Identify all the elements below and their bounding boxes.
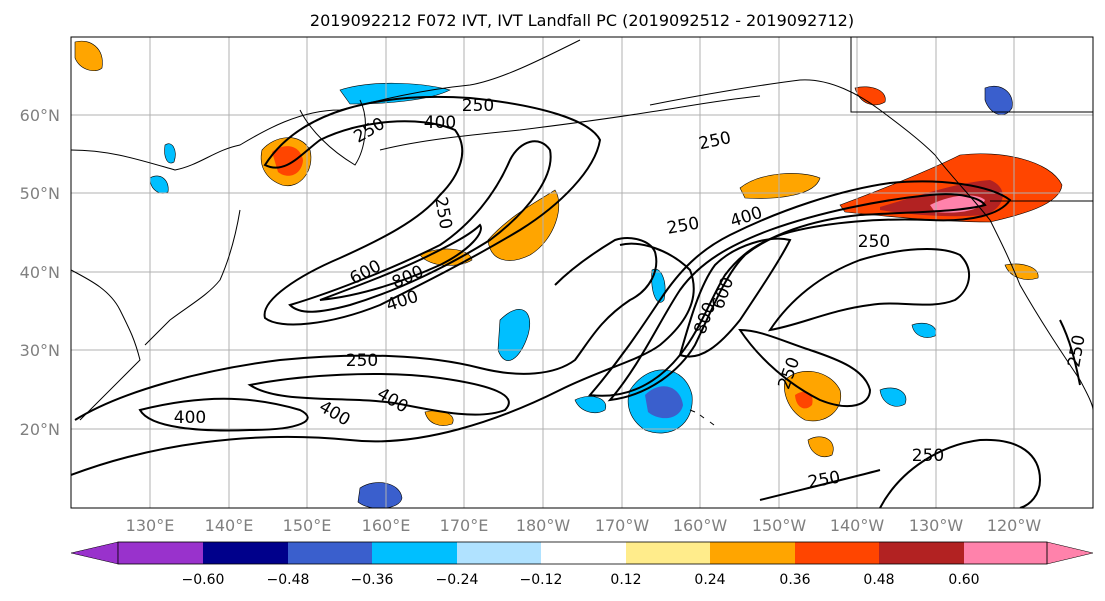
map-frame <box>70 36 1094 509</box>
lon-tick-label: 140°E <box>205 516 254 535</box>
map-panel: 250 250 400 250 250 600 800 400 250 400 … <box>71 37 1093 508</box>
lon-tick-label: 160°E <box>362 516 411 535</box>
negative-patch <box>879 387 907 407</box>
colorbar-segment <box>626 542 710 564</box>
contour-line <box>319 223 482 301</box>
latitude-labels: 60°N 50°N 40°N 30°N 20°N <box>20 106 60 439</box>
lat-tick-label: 20°N <box>20 420 60 439</box>
aleutian-chain <box>379 95 761 151</box>
negative-patch <box>164 143 176 164</box>
ivt-contours <box>71 95 1081 508</box>
contour-line <box>288 140 552 313</box>
lat-tick-label: 50°N <box>20 184 60 203</box>
colorbar-tick-label: −0.48 <box>267 572 310 588</box>
asia-coastline <box>71 269 141 421</box>
contour-label: 250 <box>346 351 378 371</box>
lon-tick-label: 170°E <box>440 516 489 535</box>
negative-patch <box>339 82 451 105</box>
contour-line <box>678 237 792 358</box>
negative-patch <box>651 268 666 303</box>
lat-tick-label: 30°N <box>20 341 60 360</box>
contour-label: 400 <box>174 408 206 428</box>
colorbar-segment <box>118 542 203 564</box>
colorbar: −0.60 −0.48 −0.36 −0.24 −0.12 0.12 0.24 … <box>70 541 1094 588</box>
japan-coastline <box>144 209 241 346</box>
contour-line <box>738 328 872 408</box>
negative-patch <box>149 175 169 194</box>
colorbar-frame <box>117 541 1048 565</box>
lon-tick-label: 150°E <box>283 516 332 535</box>
contour-line <box>767 248 970 332</box>
colorbar-segment <box>203 542 288 564</box>
colorbar-tick-label: 0.60 <box>948 572 979 588</box>
lon-tick-label: 180°W <box>516 516 571 535</box>
positive-patch <box>854 86 886 106</box>
lon-tick-label: 130°W <box>909 516 964 535</box>
positive-patch <box>739 173 821 199</box>
colorbar-segment <box>372 542 457 564</box>
lat-tick-label: 40°N <box>20 263 60 282</box>
positive-patch <box>74 40 103 71</box>
lon-tick-label: 150°W <box>752 516 807 535</box>
lon-tick-label: 140°W <box>830 516 885 535</box>
contour-label: 400 <box>424 113 456 133</box>
colorbar-tick-label: 0.36 <box>779 572 810 588</box>
negative-patch <box>645 386 683 419</box>
hawaii-islands <box>689 409 715 426</box>
contour-line <box>588 180 1012 397</box>
negative-patch <box>497 309 530 361</box>
contour-line <box>247 373 510 416</box>
colorbar-tick-label: 0.48 <box>863 572 894 588</box>
negative-patch <box>574 396 607 413</box>
colorbar-segment <box>964 542 1047 564</box>
positive-patch <box>272 146 303 176</box>
colorbar-tick-label: −0.36 <box>351 572 394 588</box>
lon-tick-label: 170°W <box>595 516 650 535</box>
figure-title: 2019092212 F072 IVT, IVT Landfall PC (20… <box>310 11 854 30</box>
alaska-coastline <box>649 79 936 156</box>
longitude-labels: 130°E 140°E 150°E 160°E 170°E 180°W 170°… <box>126 516 1042 535</box>
colorbar-extend-max <box>1046 541 1094 565</box>
colorbar-tick-label: −0.12 <box>520 572 563 588</box>
negative-patch <box>911 322 937 338</box>
positive-patch <box>795 391 813 409</box>
colorbar-segment <box>457 542 541 564</box>
colorbar-extend-min <box>70 541 119 565</box>
contour-line <box>74 237 658 421</box>
gridlines <box>71 37 1093 508</box>
contour-line <box>607 193 987 402</box>
contour-label: 250 <box>912 446 944 466</box>
contour-line <box>1059 319 1081 386</box>
contour-label: 250 <box>858 232 890 252</box>
colorbar-tick-label: −0.24 <box>436 572 479 588</box>
contour-label: 250 <box>462 96 494 116</box>
colorbar-segment <box>710 542 795 564</box>
colorbar-tick-label: 0.12 <box>610 572 641 588</box>
lat-tick-label: 60°N <box>20 106 60 125</box>
lon-tick-label: 120°W <box>987 516 1042 535</box>
asia-coastline <box>71 39 581 171</box>
colorbar-segment <box>541 542 626 564</box>
lon-tick-label: 160°W <box>673 516 728 535</box>
coastlines <box>71 37 1093 426</box>
colorbar-tick-label: 0.24 <box>694 572 725 588</box>
kamchatka-coastline <box>299 99 366 166</box>
positive-patch <box>807 436 834 458</box>
colorbar-segment <box>288 542 372 564</box>
negative-patch <box>357 482 403 508</box>
negative-patch <box>984 86 1013 115</box>
colorbar-segment <box>879 542 964 564</box>
colorbar-segment <box>795 542 879 564</box>
contour-line <box>759 469 881 501</box>
canada-alaska-border <box>850 37 1093 113</box>
lon-tick-label: 130°E <box>126 516 175 535</box>
contour-line <box>138 397 309 432</box>
contour-labels: 250 250 400 250 250 600 800 400 250 400 … <box>174 96 1090 493</box>
contour-line <box>263 95 602 326</box>
colorbar-tick-label: −0.60 <box>182 572 225 588</box>
contour-line <box>71 242 695 476</box>
contour-line <box>879 438 1042 508</box>
